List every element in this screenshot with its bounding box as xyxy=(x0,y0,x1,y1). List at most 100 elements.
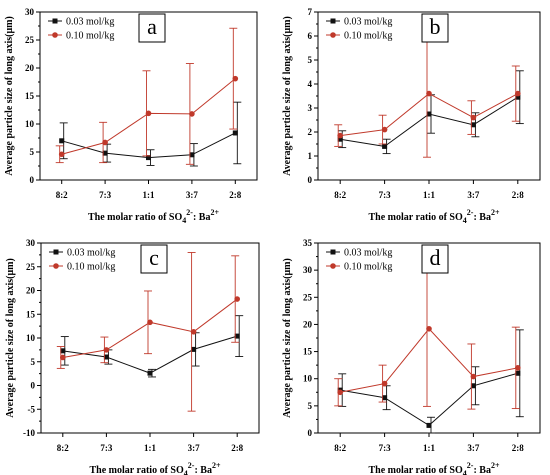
series-high-concentration xyxy=(55,27,239,165)
y-tick-label: 25 xyxy=(25,35,35,45)
x-axis-label-part: 4 xyxy=(182,216,186,225)
y-tick-label: 35 xyxy=(303,238,313,248)
y-axis-label: Average particle size of long axis(μm) xyxy=(282,16,293,176)
x-tick-label: 1:1 xyxy=(144,443,156,453)
x-tick-label: 3:7 xyxy=(188,443,200,453)
legend: 0.03 mol/kg 0.10 mol/kg xyxy=(326,248,392,273)
x-tick-label: 3:7 xyxy=(186,190,198,200)
data-point-circle xyxy=(515,365,521,371)
panel-letter: c xyxy=(149,245,159,270)
panel-letter-box xyxy=(421,13,449,43)
legend-label: 0.10 mol/kg xyxy=(66,31,114,42)
x-tick-label: 1:1 xyxy=(143,190,155,200)
data-point-square xyxy=(382,143,388,149)
panel-letter-box xyxy=(421,244,449,274)
series-low-concentration xyxy=(337,329,524,434)
y-tick-label: 3 xyxy=(308,103,313,113)
legend-label: 0.03 mol/kg xyxy=(344,248,392,259)
y-axis-label: Average particle size of long axis(μm) xyxy=(5,258,16,418)
y-tick-label: 10 xyxy=(25,119,35,129)
data-point-circle xyxy=(60,354,66,361)
data-point-circle xyxy=(58,151,65,158)
data-point-circle xyxy=(426,90,432,97)
data-point-square xyxy=(232,130,238,136)
panel-letter: a xyxy=(147,14,157,39)
legend-marker-square xyxy=(330,249,336,255)
panel-letter: d xyxy=(430,245,441,270)
legend-label: 0.03 mol/kg xyxy=(344,17,392,28)
y-tick-label: 0 xyxy=(308,175,313,185)
data-point-square xyxy=(189,152,195,158)
data-point-square xyxy=(515,370,521,376)
x-tick-label: 3:7 xyxy=(467,443,479,453)
panel-letter-box xyxy=(138,13,166,43)
data-point-circle xyxy=(102,139,108,146)
y-tick-label: 30 xyxy=(303,265,313,275)
y-tick-label: 4 xyxy=(308,79,313,89)
x-tick-label: 7:3 xyxy=(379,190,391,200)
y-tick-label: 15 xyxy=(303,347,313,357)
x-axis-label-part: 2- xyxy=(467,461,474,470)
panel-letter-box xyxy=(140,244,168,274)
y-tick-label: 2 xyxy=(308,127,313,137)
x-tick-label: 2:8 xyxy=(512,443,524,453)
data-point-square xyxy=(470,383,476,389)
chart-panel-b: 0 1 2 3 4 5 6 7 8:2 7:3 1:1 3:7 2:8 Average particle … xyxy=(282,7,541,225)
y-tick-label: 5 xyxy=(30,147,35,157)
y-tick-label: 0 xyxy=(308,428,313,438)
legend: 0.03 mol/kg 0.10 mol/kg xyxy=(326,17,392,42)
data-point-square xyxy=(515,94,521,100)
x-tick-label: 2:8 xyxy=(229,190,241,200)
x-tick-label: 7:3 xyxy=(379,443,391,453)
x-tick-label: 7:3 xyxy=(99,190,111,200)
data-point-square xyxy=(426,111,432,117)
series-line xyxy=(61,78,236,155)
y-tick-label: 15 xyxy=(26,309,36,319)
series-line xyxy=(61,132,236,159)
x-tick-label: 8:2 xyxy=(334,190,346,200)
legend: 0.03 mol/kg 0.10 mol/kg xyxy=(49,248,115,273)
x-axis-label-part: The molar ratio of SO xyxy=(90,465,184,475)
x-axis-label-part: The molar ratio of SO xyxy=(369,465,463,475)
legend-marker-square xyxy=(330,18,336,24)
x-tick-label: 1:1 xyxy=(423,443,435,453)
x-axis-label-part: 2+ xyxy=(210,208,219,217)
x-axis-label-part: 2- xyxy=(467,208,474,217)
data-point-square xyxy=(103,354,109,360)
y-tick-label: 10 xyxy=(26,333,36,343)
series-low-concentration xyxy=(60,315,244,378)
y-tick-label: 30 xyxy=(25,7,35,17)
y-tick-label: 5 xyxy=(308,55,313,65)
series-high-concentration xyxy=(334,250,521,410)
chart-panel-d: 0 5 10 15 20 25 30 35 8:2 7:3 1:1 3:7 2:8 Average par… xyxy=(282,238,541,475)
y-tick-label: 5 xyxy=(308,401,313,411)
x-axis-label-part: 2- xyxy=(188,461,195,470)
data-point-square xyxy=(147,370,153,376)
x-tick-label: 8:2 xyxy=(56,190,68,200)
x-tick-label: 8:2 xyxy=(334,443,346,453)
legend-label: 0.10 mol/kg xyxy=(67,262,115,273)
x-tick-label: 3:7 xyxy=(467,190,479,200)
x-tick-label: 8:2 xyxy=(57,443,69,453)
series-line xyxy=(340,328,518,393)
y-tick-label: -10 xyxy=(23,428,35,438)
x-tick-label: 2:8 xyxy=(512,190,524,200)
y-axis-label: Average particle size of long axis(μm) xyxy=(282,258,293,418)
legend-marker-circle xyxy=(330,263,336,269)
x-axis-label-part: The molar ratio of SO xyxy=(369,212,463,223)
data-point-circle xyxy=(426,325,432,332)
data-point-circle xyxy=(515,90,521,97)
series-low-concentration xyxy=(59,101,242,167)
legend-label: 0.10 mol/kg xyxy=(344,31,392,42)
data-point-circle xyxy=(145,110,152,117)
x-axis-label-part: 2- xyxy=(186,208,193,217)
data-point-square xyxy=(337,136,343,142)
x-axis-label-part: : Ba xyxy=(473,212,491,223)
x-tick-label: 2:8 xyxy=(231,443,243,453)
legend: 0.03 mol/kg 0.10 mol/kg xyxy=(48,17,114,42)
y-tick-label: 25 xyxy=(26,262,36,272)
data-point-circle xyxy=(234,296,240,302)
legend-label: 0.03 mol/kg xyxy=(66,17,114,28)
y-tick-label: 20 xyxy=(25,63,35,73)
